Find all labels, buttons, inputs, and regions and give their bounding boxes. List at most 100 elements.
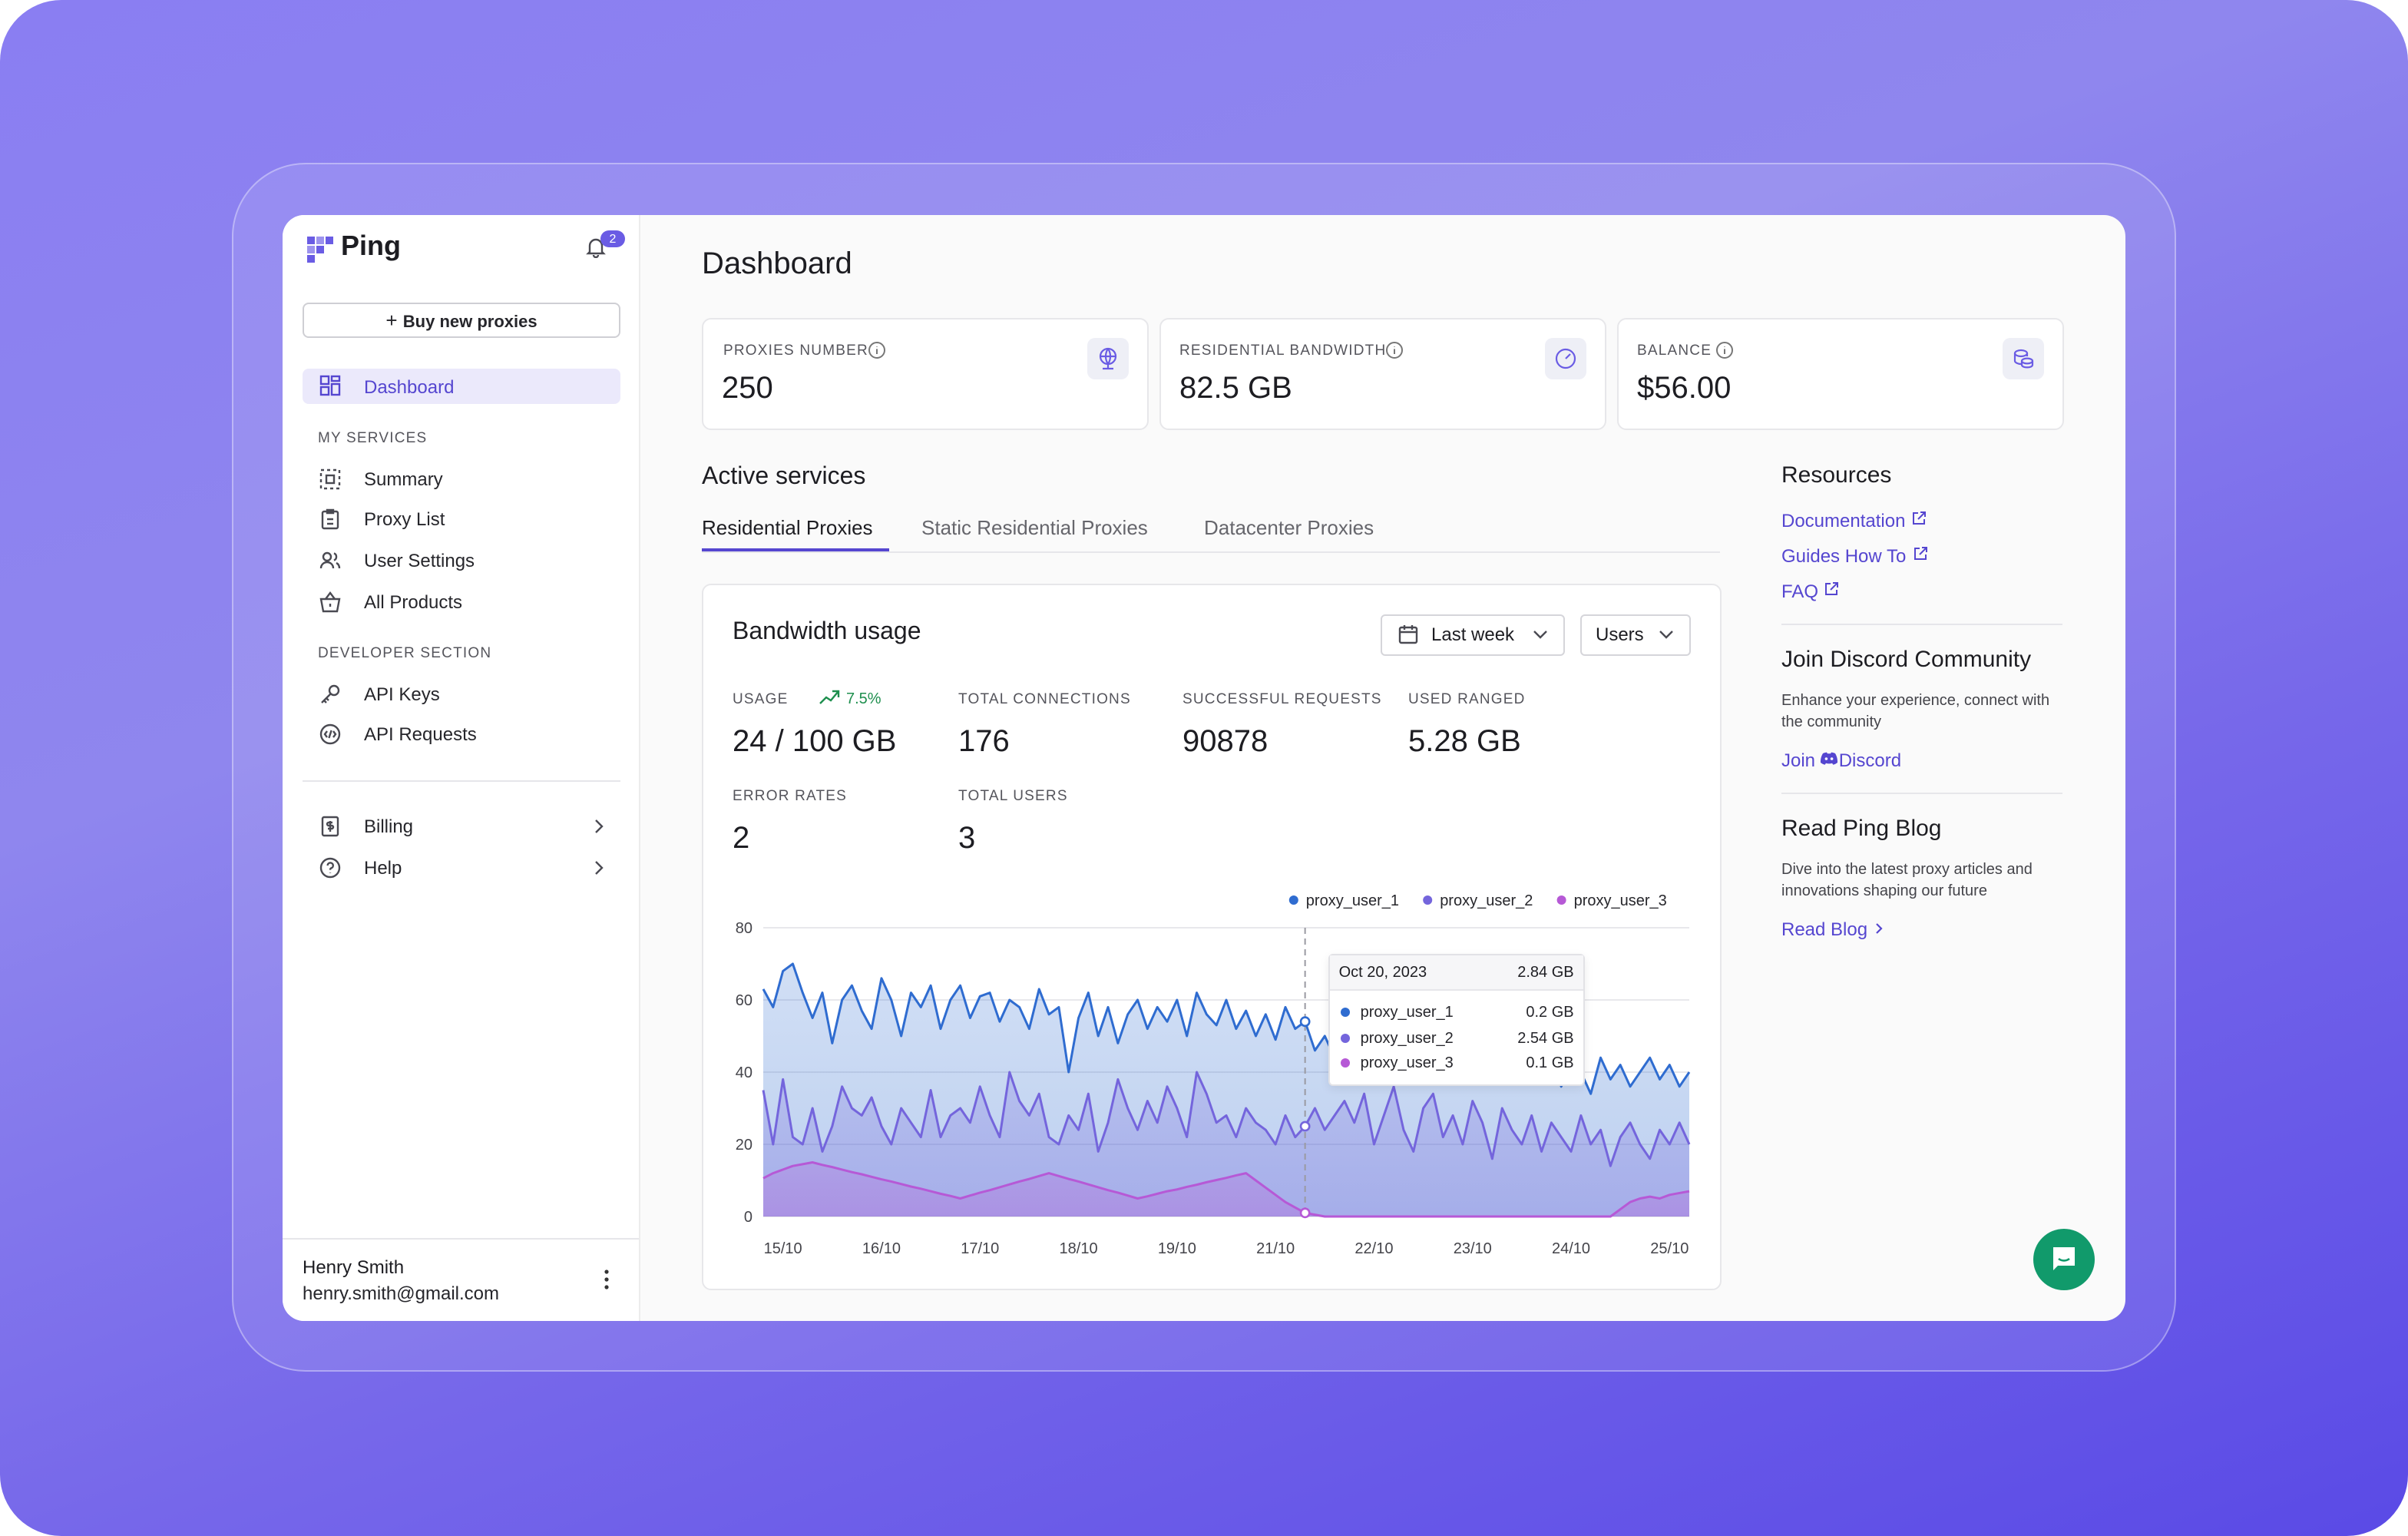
link-text: Discord bbox=[1838, 750, 1902, 771]
page-title: Dashboard bbox=[702, 247, 852, 281]
key-icon bbox=[321, 684, 340, 703]
y-tick-label: 40 bbox=[736, 1064, 752, 1081]
nav-item[interactable]: Proxy List bbox=[364, 508, 445, 530]
x-tick-label: 23/10 bbox=[1454, 1240, 1492, 1257]
nav-item[interactable]: User Settings bbox=[364, 550, 475, 571]
help-icon bbox=[319, 857, 341, 879]
stat-value: 250 bbox=[722, 372, 773, 406]
tab-border bbox=[702, 551, 1720, 553]
coins-icon bbox=[2003, 338, 2044, 379]
resource-link[interactable]: FAQ bbox=[1781, 581, 1841, 602]
plus: + bbox=[385, 309, 403, 332]
link-text: Join bbox=[1781, 750, 1816, 771]
resource-link[interactable]: Documentation bbox=[1781, 510, 1927, 531]
metric-label: SUCCESSFUL REQUESTS bbox=[1182, 691, 1382, 708]
tab-active[interactable]: Residential Proxies bbox=[702, 516, 873, 539]
hover-dot bbox=[1299, 1121, 1311, 1132]
buy-button[interactable]: + Buy new proxies bbox=[303, 303, 620, 338]
chat-button[interactable] bbox=[2032, 1227, 2096, 1292]
metric-label: TOTAL USERS bbox=[958, 788, 1068, 805]
trend-icon bbox=[819, 690, 840, 704]
link-text: Documentation bbox=[1781, 510, 1906, 531]
series-line bbox=[762, 1161, 1690, 1218]
divider bbox=[303, 780, 620, 782]
gauge-icon bbox=[1545, 338, 1586, 379]
stat-card bbox=[702, 318, 1149, 430]
nav-item[interactable]: API Requests bbox=[364, 723, 477, 745]
period-select[interactable] bbox=[1381, 614, 1565, 656]
menu-button[interactable] bbox=[600, 1267, 613, 1292]
resource-link[interactable]: Guides How To bbox=[1781, 545, 1928, 567]
metric-value: 24 / 100 GB bbox=[733, 725, 897, 759]
dashboard-icon bbox=[319, 375, 341, 396]
x-tick-label: 17/10 bbox=[961, 1240, 999, 1257]
user-name: Henry Smith bbox=[303, 1256, 405, 1278]
series-line bbox=[762, 1071, 1691, 1167]
tooltip: Oct 20, 2023 2.84 GB proxy_user_1 0.2 GB pro… bbox=[1328, 954, 1585, 1086]
area-fill bbox=[763, 1162, 1689, 1217]
divider bbox=[283, 1238, 639, 1240]
metric-label: TOTAL CONNECTIONS bbox=[958, 691, 1131, 708]
summary-icon bbox=[319, 468, 341, 490]
external-icon bbox=[1913, 511, 1927, 525]
users-select[interactable] bbox=[1580, 614, 1691, 656]
discord-link[interactable]: Join Discord bbox=[1781, 750, 1901, 771]
stat-label: BALANCE bbox=[1637, 343, 1712, 359]
tooltip-value: 2.54 GB bbox=[1517, 1030, 1574, 1047]
stat-label: PROXIES NUMBER bbox=[723, 343, 868, 359]
calendar-icon bbox=[1398, 625, 1418, 644]
notification-badge: 2 bbox=[600, 230, 625, 247]
stat-value: $56.00 bbox=[1637, 372, 1732, 406]
y-tick-label: 0 bbox=[744, 1209, 752, 1226]
chart: 0 20 40 60 80 15/10 16/10 17/10 18/10 19/10 21/10 2… bbox=[736, 892, 1691, 1257]
tooltip-total: 2.84 GB bbox=[1517, 965, 1574, 982]
external-icon bbox=[1914, 547, 1927, 560]
community-title: Join Discord Community bbox=[1781, 647, 2032, 673]
chevron bbox=[1877, 923, 1884, 934]
nav-item[interactable]: Billing bbox=[364, 816, 414, 837]
legend-dot bbox=[1288, 895, 1298, 905]
billing-icon bbox=[321, 816, 339, 837]
blog-link[interactable]: Read Blog bbox=[1781, 919, 1887, 940]
list-icon bbox=[321, 508, 339, 530]
divider bbox=[1781, 793, 2062, 794]
legend-label: proxy_user_2 bbox=[1440, 892, 1533, 909]
x-tick-label: 24/10 bbox=[1552, 1240, 1590, 1257]
discord-icon bbox=[1821, 752, 1838, 765]
info-icon[interactable] bbox=[868, 341, 886, 359]
x-tick-label: 15/10 bbox=[764, 1240, 802, 1257]
nav-active[interactable] bbox=[303, 369, 620, 404]
nav-item[interactable]: Help bbox=[364, 857, 402, 879]
nav-item[interactable]: All Products bbox=[364, 591, 463, 613]
card-title: Bandwidth usage bbox=[733, 619, 921, 645]
hover-dot bbox=[1299, 1016, 1311, 1028]
select-label: Last week bbox=[1431, 624, 1515, 645]
tab[interactable]: Datacenter Proxies bbox=[1204, 516, 1374, 539]
tooltip-header bbox=[1329, 955, 1583, 991]
tooltip-name: proxy_user_2 bbox=[1360, 1030, 1454, 1047]
tooltip-name: proxy_user_1 bbox=[1360, 1005, 1454, 1021]
chevron-down bbox=[1533, 631, 1547, 639]
section-title: Active services bbox=[702, 464, 866, 490]
chevron bbox=[595, 861, 604, 875]
x-tick-label: 16/10 bbox=[862, 1240, 901, 1257]
x-tick-label: 18/10 bbox=[1060, 1240, 1098, 1257]
info-icon[interactable] bbox=[1715, 341, 1734, 359]
metric-value: 176 bbox=[958, 725, 1010, 759]
tooltip-dot bbox=[1340, 1033, 1350, 1042]
community-text: Enhance your experience, connect with th… bbox=[1781, 693, 2050, 730]
metric-value: 3 bbox=[958, 822, 976, 856]
tooltip-title: Oct 20, 2023 bbox=[1338, 965, 1427, 982]
nav-item[interactable]: Dashboard bbox=[364, 376, 455, 398]
tooltip-value: 0.2 GB bbox=[1526, 1005, 1574, 1021]
tooltip-dot bbox=[1340, 1058, 1350, 1068]
nav-item[interactable]: API Keys bbox=[364, 684, 440, 705]
code-icon bbox=[319, 723, 341, 745]
nav-item[interactable]: Summary bbox=[364, 468, 443, 490]
info-icon[interactable] bbox=[1385, 341, 1404, 359]
link-text: FAQ bbox=[1781, 581, 1819, 602]
blog-text: Dive into the latest proxy articles and … bbox=[1781, 862, 2033, 899]
tab[interactable]: Static Residential Proxies bbox=[921, 516, 1148, 539]
bell-icon[interactable] bbox=[585, 237, 607, 258]
user-email: henry.smith@gmail.com bbox=[303, 1283, 499, 1304]
